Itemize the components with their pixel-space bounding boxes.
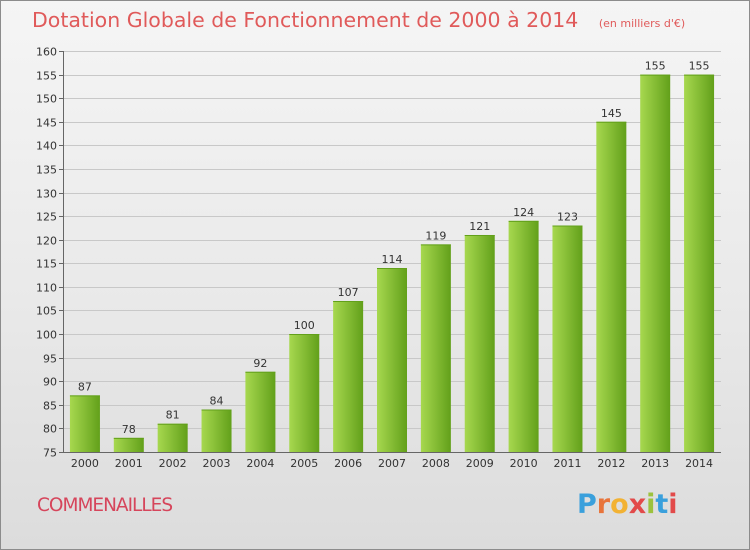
x-tick-label: 2003 xyxy=(203,457,231,470)
bar-2014 xyxy=(684,74,715,453)
bar-2013 xyxy=(640,74,671,453)
bar-2002 xyxy=(157,423,188,452)
value-label: 124 xyxy=(513,206,534,219)
value-label: 114 xyxy=(382,253,403,266)
value-labels: 87 78 81 84 92 100 107 114 119 121 124 123 145 155 155 xyxy=(78,60,710,436)
value-label: 92 xyxy=(253,357,267,370)
x-tick-label: 2012 xyxy=(597,457,625,470)
x-tick-label: 2010 xyxy=(510,457,538,470)
logo-letter: i xyxy=(668,489,678,520)
y-tick-label: 75 xyxy=(43,447,57,460)
bar-2006 xyxy=(333,301,364,452)
y-tick-label: 105 xyxy=(36,305,57,318)
y-tick-label: 135 xyxy=(36,164,57,177)
bar-2008 xyxy=(420,244,451,452)
x-tick-label: 2011 xyxy=(553,457,581,470)
x-tick-label: 2002 xyxy=(159,457,187,470)
value-label: 100 xyxy=(294,319,315,332)
bar-2004 xyxy=(245,371,276,452)
value-label: 123 xyxy=(557,211,578,224)
y-tick-label: 130 xyxy=(36,188,57,201)
x-tick-label: 2001 xyxy=(115,457,143,470)
bar-2003 xyxy=(201,409,232,452)
y-tick-label: 85 xyxy=(43,400,57,413)
chart-subtitle: (en milliers d'€) xyxy=(598,17,686,30)
logo-letter: x xyxy=(628,489,647,520)
value-label: 84 xyxy=(210,395,224,408)
y-tick-label: 110 xyxy=(36,282,57,295)
bar-2007 xyxy=(377,268,407,452)
y-tick-label: 120 xyxy=(36,235,57,248)
bar-2001 xyxy=(113,437,144,452)
x-tick-label: 2013 xyxy=(641,457,669,470)
bar-2000 xyxy=(69,395,100,452)
value-label: 81 xyxy=(166,409,180,422)
x-tick-label: 2005 xyxy=(290,457,318,470)
y-tick-label: 100 xyxy=(36,329,57,342)
value-label: 155 xyxy=(645,60,666,73)
y-tick-label: 90 xyxy=(43,376,57,389)
place-name: COMMENAILLES xyxy=(37,495,173,516)
value-label: 87 xyxy=(78,380,92,393)
y-tick-label: 150 xyxy=(36,93,57,106)
y-tick-label: 140 xyxy=(36,140,57,153)
bar-2009 xyxy=(464,234,495,452)
bar-2012 xyxy=(596,121,627,452)
y-tick-label: 155 xyxy=(36,70,57,83)
bars xyxy=(69,74,715,453)
logo-letter: i xyxy=(646,489,656,520)
bar-2010 xyxy=(508,220,539,452)
x-tick-label: 2006 xyxy=(334,457,362,470)
value-label: 121 xyxy=(469,220,490,233)
x-tick-label: 2004 xyxy=(246,457,274,470)
proxiti-logo: Proxiti xyxy=(577,489,678,520)
y-tick-label: 95 xyxy=(43,353,57,366)
logo-letter: o xyxy=(610,489,629,520)
y-tick-label: 145 xyxy=(36,117,57,130)
value-label: 119 xyxy=(425,229,446,242)
logo-letter: P xyxy=(577,489,597,520)
x-tick-label: 2000 xyxy=(71,457,99,470)
x-tick-label: 2014 xyxy=(685,457,713,470)
value-label: 145 xyxy=(601,107,622,120)
y-tick-label: 115 xyxy=(36,258,57,271)
chart-title-text: Dotation Globale de Fonctionnement de 20… xyxy=(32,8,579,32)
bar-2011 xyxy=(552,225,583,452)
y-tick-label: 125 xyxy=(36,211,57,224)
axes: 75 80 85 90 95 100 105 110 115 120 125 130 135 140 145… xyxy=(36,46,721,470)
y-tick-label: 80 xyxy=(43,423,57,436)
logo-letter: t xyxy=(655,489,669,520)
value-label: 107 xyxy=(338,286,359,299)
x-tick-label: 2008 xyxy=(422,457,450,470)
value-label: 155 xyxy=(689,60,710,73)
logo-letter: r xyxy=(596,489,611,520)
bar-2005 xyxy=(289,334,320,452)
x-tick-label: 2009 xyxy=(466,457,494,470)
value-label: 78 xyxy=(122,423,136,436)
x-tick-label: 2007 xyxy=(378,457,406,470)
chart-title: Dotation Globale de Fonctionnement de 20… xyxy=(32,8,685,32)
y-tick-label: 160 xyxy=(36,46,57,59)
